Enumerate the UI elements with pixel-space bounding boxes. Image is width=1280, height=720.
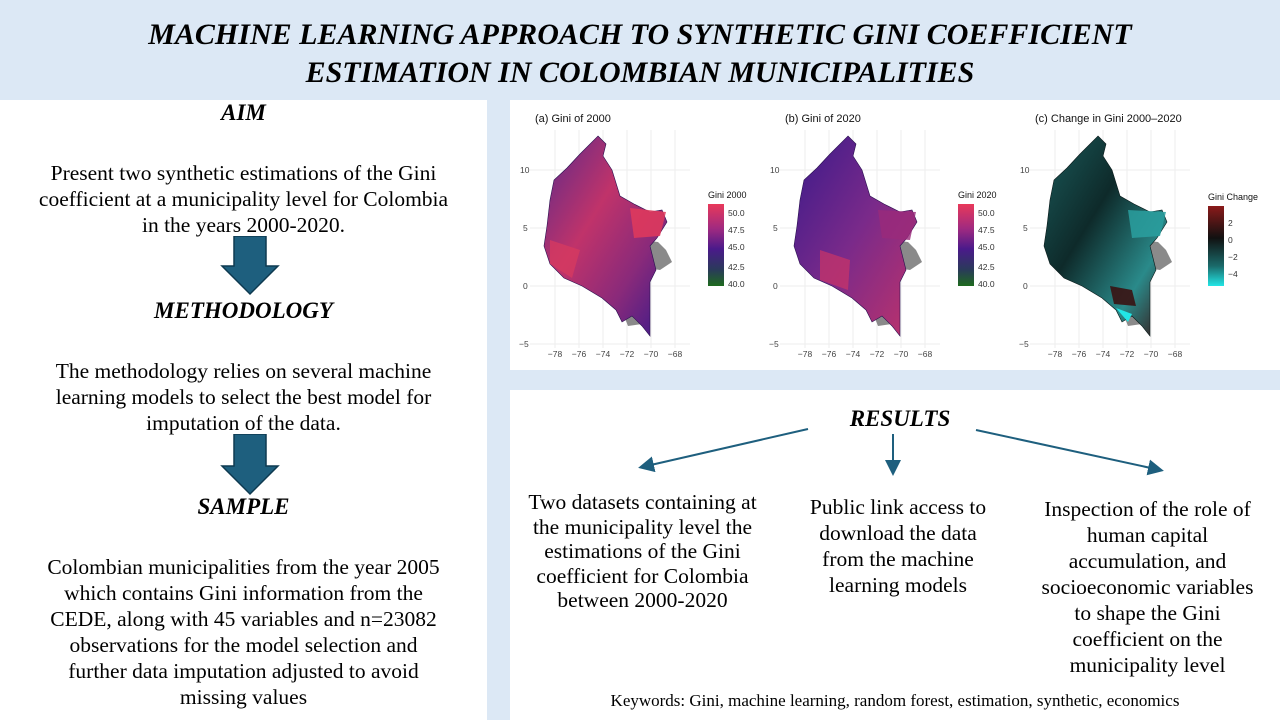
result-inspection: Inspection of the role of human capital … [1041,497,1254,677]
map-region [1110,286,1136,306]
map-region [630,208,666,238]
down-arrow-icon [220,434,280,496]
x-tick: −74 [1096,349,1111,359]
x-tick: −74 [846,349,861,359]
panel-title: (c) Change in Gini 2000–2020 [1035,113,1182,125]
y-tick: 0 [523,281,528,291]
legend-tick: 47.5 [978,225,995,235]
legend-tick: −2 [1228,252,1238,262]
legend-tick: 42.5 [728,262,745,272]
legend-title: Gini 2020 [958,190,997,200]
panel-title: (a) Gini of 2000 [535,113,611,125]
legend-tick: 45.0 [978,242,995,252]
map-region [1116,308,1132,322]
methodology-heading: METHODOLOGY [154,298,333,323]
results-panel: RESULTS Two datasets containing at the m… [510,390,1280,720]
poster-title: MACHINE LEARNING APPROACH TO SYNTHETIC G… [0,0,1280,100]
down-arrow-icon [220,236,280,296]
legend-tick: 2 [1228,218,1233,228]
y-tick: 5 [773,223,778,233]
x-tick: −74 [596,349,611,359]
map-region [550,240,580,278]
left-panel: AIM Present two synthetic estimations of… [0,100,487,720]
arrow-to-datasets [638,428,809,473]
x-tick: −78 [798,349,813,359]
legend-tick: 40.0 [728,279,745,289]
map-panel-gini-2000: (a) Gini of 2000 10 5 0 −5 −78 −76 −74 −… [519,113,747,359]
legend-tick: −4 [1228,269,1238,279]
x-tick: −68 [668,349,683,359]
aim-heading: AIM [221,100,266,125]
x-tick: −78 [548,349,563,359]
legend-tick: 45.0 [728,242,745,252]
legend-title: Gini Change [1208,192,1258,202]
y-tick: 5 [523,223,528,233]
x-tick: −72 [620,349,635,359]
y-tick: 0 [773,281,778,291]
arrow-to-inspection [975,429,1164,476]
y-tick: 0 [1023,281,1028,291]
legend-title: Gini 2000 [708,190,747,200]
results-heading: RESULTS [849,406,951,431]
methodology-text: The methodology relies on several machin… [55,359,432,435]
map-panel-gini-change: (c) Change in Gini 2000–2020 10 5 0 −5 −… [1019,113,1258,359]
x-tick: −70 [894,349,909,359]
y-tick: −5 [519,339,529,349]
sample-heading: SAMPLE [197,494,290,519]
legend-tick: 50.0 [728,208,745,218]
legend-tick: 40.0 [978,279,995,289]
sample-text: Colombian municipalities from the year 2… [47,555,440,709]
y-tick: 10 [1020,165,1030,175]
x-tick: −76 [572,349,587,359]
y-tick: −5 [769,339,779,349]
results-connector-arrows [638,428,1164,476]
legend-tick: 50.0 [978,208,995,218]
map-region [878,210,916,240]
x-tick: −68 [1168,349,1183,359]
title-line-2: ESTIMATION IN COLOMBIAN MUNICIPALITIES [305,56,975,89]
y-tick: −5 [1019,339,1029,349]
legend-tick: 47.5 [728,225,745,235]
map-region [820,250,850,290]
x-tick: −70 [1144,349,1159,359]
x-tick: −76 [1072,349,1087,359]
y-tick: 10 [520,165,530,175]
legend-tick: 0 [1228,235,1233,245]
map-region [1128,210,1166,238]
maps-panel: (a) Gini of 2000 10 5 0 −5 −78 −76 −74 −… [510,100,1280,370]
y-tick: 5 [1023,223,1028,233]
x-tick: −72 [870,349,885,359]
title-line-1: MACHINE LEARNING APPROACH TO SYNTHETIC G… [148,18,1132,51]
legend-colorbar [708,204,724,286]
x-tick: −68 [918,349,933,359]
legend-tick: 42.5 [978,262,995,272]
result-datasets: Two datasets containing at the municipal… [528,490,757,612]
legend-colorbar [958,204,974,286]
panel-title: (b) Gini of 2020 [785,113,861,125]
aim-text: Present two synthetic estimations of the… [38,161,449,237]
x-tick: −78 [1048,349,1063,359]
x-tick: −76 [822,349,837,359]
legend-colorbar [1208,206,1224,286]
result-public-link: Public link access to download the data … [809,495,987,597]
keywords: Keywords: Gini, machine learning, random… [610,691,1180,710]
x-tick: −70 [644,349,659,359]
y-tick: 10 [770,165,780,175]
map-panel-gini-2020: (b) Gini of 2020 10 5 0 −5 −78 −76 −74 −… [769,113,997,359]
x-tick: −72 [1120,349,1135,359]
maps-figure: (a) Gini of 2000 10 5 0 −5 −78 −76 −74 −… [519,113,1258,359]
